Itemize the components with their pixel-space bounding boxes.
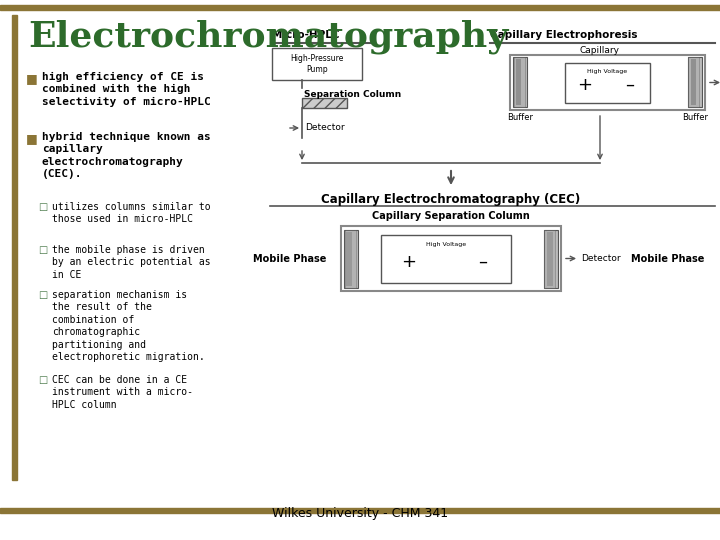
Text: Capillary Electrophoresis: Capillary Electrophoresis [490, 30, 637, 40]
Bar [302, 98, 347, 108]
Bar [514, 57, 525, 107]
Text: ■: ■ [26, 72, 37, 85]
Text: +: + [577, 76, 593, 94]
Text: –: – [626, 76, 634, 94]
Bar [544, 230, 555, 288]
Bar [344, 230, 358, 288]
Bar [12, 15, 17, 480]
Bar [565, 63, 650, 103]
Text: Separation Column: Separation Column [304, 90, 401, 99]
Text: Detector: Detector [581, 254, 621, 263]
Text: □: □ [38, 245, 48, 255]
Text: High-Pressure
Pump: High-Pressure Pump [290, 55, 343, 73]
Text: CEC can be done in a CE
instrument with a micro-
HPLC column: CEC can be done in a CE instrument with … [52, 375, 193, 410]
Text: high efficiency of CE is
combined with the high
selectivity of micro-HPLC: high efficiency of CE is combined with t… [42, 72, 211, 107]
Text: utilizes columns similar to
those used in micro-HPLC: utilizes columns similar to those used i… [52, 202, 211, 225]
Text: Capillary: Capillary [580, 46, 620, 55]
Text: Mobile Phase: Mobile Phase [631, 253, 704, 264]
Text: Buffer: Buffer [682, 113, 708, 122]
Bar [346, 232, 352, 286]
Text: Electrochromatography: Electrochromatography [28, 20, 508, 55]
Text: Mobile Phase: Mobile Phase [253, 253, 326, 264]
Text: separation mechanism is
the result of the
combination of
chromatographic
partiti: separation mechanism is the result of th… [52, 290, 204, 362]
Text: Wilkes University - CHM 341: Wilkes University - CHM 341 [272, 507, 448, 520]
Text: Capillary Electrochromatography (CEC): Capillary Electrochromatography (CEC) [321, 193, 580, 206]
Text: □: □ [38, 202, 48, 212]
Bar [544, 230, 558, 288]
Text: Capillary Separation Column: Capillary Separation Column [372, 211, 530, 221]
Text: hybrid technique known as
capillary
electrochromatography
(CEC).: hybrid technique known as capillary elec… [42, 132, 211, 179]
Bar [688, 57, 699, 107]
Text: □: □ [38, 375, 48, 385]
Bar [272, 48, 362, 80]
Bar [345, 230, 356, 288]
Bar [0, 508, 720, 513]
Bar [688, 57, 702, 107]
Bar [691, 59, 696, 105]
Text: ■: ■ [26, 132, 37, 145]
Bar [547, 232, 553, 286]
Bar [513, 57, 527, 107]
Text: Buffer: Buffer [507, 113, 533, 122]
Bar [341, 226, 561, 291]
Bar [381, 235, 511, 283]
Text: High Voltage: High Voltage [588, 69, 628, 74]
Bar [516, 59, 521, 105]
Text: Micro-HPLC: Micro-HPLC [272, 30, 340, 40]
Text: High Voltage: High Voltage [426, 242, 466, 247]
Text: □: □ [38, 290, 48, 300]
Bar [0, 5, 720, 10]
Bar [510, 55, 705, 110]
Text: +: + [402, 253, 416, 271]
Text: Detector: Detector [305, 124, 345, 132]
Text: –: – [479, 253, 487, 271]
Text: the mobile phase is driven
by an electric potential as
in CE: the mobile phase is driven by an electri… [52, 245, 211, 280]
